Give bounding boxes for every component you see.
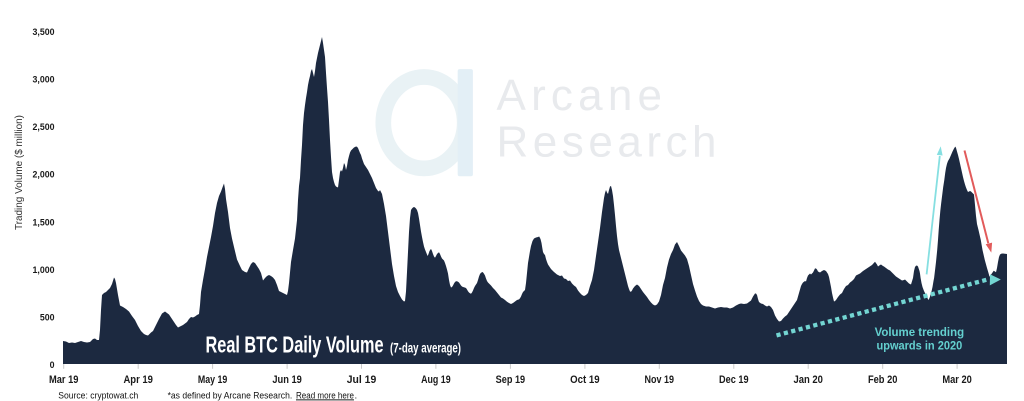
svg-text:Mar 19: Mar 19 xyxy=(49,374,79,386)
svg-text:Aug 19: Aug 19 xyxy=(421,374,451,386)
svg-text:Volume trending: Volume trending xyxy=(875,325,965,339)
svg-text:Feb 20: Feb 20 xyxy=(868,374,898,386)
svg-text:Dec 19: Dec 19 xyxy=(719,374,749,386)
svg-text:0: 0 xyxy=(50,360,55,370)
svg-text:500: 500 xyxy=(40,312,55,322)
svg-text:*as defined by Arcane Research: *as defined by Arcane Research. xyxy=(168,390,295,401)
svg-text:2,500: 2,500 xyxy=(32,122,54,132)
svg-text:Apr 19: Apr 19 xyxy=(123,374,153,386)
svg-text:Mar 20: Mar 20 xyxy=(942,374,972,386)
svg-text:Oct 19: Oct 19 xyxy=(570,374,600,386)
svg-text:Research: Research xyxy=(497,118,717,167)
svg-text:May 19: May 19 xyxy=(198,374,228,386)
svg-text:Arcane: Arcane xyxy=(497,71,663,120)
svg-text:Jan 20: Jan 20 xyxy=(793,374,823,386)
svg-text:3,000: 3,000 xyxy=(32,75,54,85)
svg-text:.: . xyxy=(355,390,358,401)
svg-text:1,500: 1,500 xyxy=(32,217,54,227)
svg-text:3,500: 3,500 xyxy=(32,27,54,37)
svg-text:(7-day average): (7-day average) xyxy=(390,339,461,355)
svg-text:Trading Volume ($ million): Trading Volume ($ million) xyxy=(14,115,25,230)
svg-text:Jul 19: Jul 19 xyxy=(347,374,377,386)
svg-text:Read more here: Read more here xyxy=(296,390,354,401)
svg-text:2,000: 2,000 xyxy=(32,170,54,180)
svg-text:Source: cryptowat.ch: Source: cryptowat.ch xyxy=(58,390,138,401)
svg-text:upwards in 2020: upwards in 2020 xyxy=(877,339,963,353)
svg-text:Jun 19: Jun 19 xyxy=(272,374,302,386)
svg-text:Real BTC Daily Volume: Real BTC Daily Volume xyxy=(206,332,384,358)
svg-text:Nov 19: Nov 19 xyxy=(645,374,675,386)
svg-text:1,000: 1,000 xyxy=(32,265,54,275)
svg-text:Sep 19: Sep 19 xyxy=(496,374,526,386)
